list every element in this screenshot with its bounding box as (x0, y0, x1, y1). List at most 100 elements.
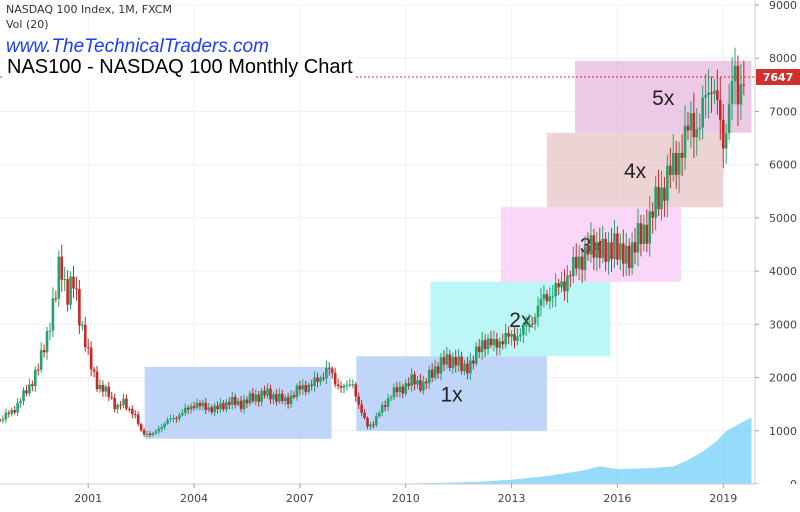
candle-body (727, 103, 731, 134)
candle-body (704, 95, 707, 98)
candle-body (275, 394, 278, 402)
candle-body (83, 324, 87, 348)
candle-body (380, 405, 384, 413)
candle-body (710, 92, 713, 94)
price-axis-bg (755, 0, 800, 512)
candle-body (621, 243, 625, 264)
candle-body (345, 384, 349, 386)
candle-body (22, 390, 25, 402)
candle-body (645, 224, 649, 244)
candle-body (31, 384, 34, 386)
candle-body (60, 256, 64, 280)
candle-body (433, 366, 437, 378)
candle-body (683, 125, 687, 158)
candle-body (36, 369, 40, 371)
price-axis: 0100020003000400050006000700080009000764… (754, 0, 800, 512)
candle-body (154, 431, 158, 434)
candle-body (660, 187, 663, 210)
candle-body (245, 399, 249, 404)
candle-body (133, 414, 137, 416)
candle-body (630, 242, 634, 269)
candle-body (598, 242, 602, 259)
candle-body (104, 386, 108, 392)
candle-body (248, 393, 252, 404)
candle-body (577, 256, 581, 269)
candle-body (422, 381, 425, 391)
candle-body (313, 377, 316, 386)
candle-body (180, 413, 184, 416)
candle-body (48, 330, 52, 332)
candle-body (207, 407, 211, 410)
candle-body (110, 397, 114, 399)
candle-body (604, 238, 607, 262)
candle-body (386, 398, 390, 407)
candle-body (707, 92, 710, 96)
candle-body (466, 363, 469, 374)
candle-body (204, 402, 208, 410)
candle-body (472, 360, 475, 364)
candle-body (157, 429, 161, 432)
candle-body (404, 383, 408, 394)
candle-body (448, 354, 452, 368)
candle-body (686, 125, 690, 131)
candle-body (566, 275, 569, 292)
candle-body (627, 245, 631, 269)
candle-body (425, 381, 428, 384)
time-tick-label: 2004 (180, 492, 208, 505)
candle-body (301, 385, 305, 390)
zone-box (356, 356, 547, 431)
candle-body (0, 420, 2, 422)
candle-body (730, 81, 734, 104)
candle-body (463, 363, 466, 372)
candle-body (516, 336, 519, 341)
candle-body (560, 281, 563, 288)
candle-body (289, 395, 293, 405)
candle-body (210, 407, 213, 413)
candle-body (474, 346, 478, 364)
candle-body (674, 153, 678, 175)
candle-body (107, 386, 111, 398)
candle-body (1, 419, 5, 421)
candle-body (519, 334, 522, 337)
candle-body (648, 211, 652, 244)
candle-body (186, 407, 190, 410)
candle-body (25, 390, 28, 394)
candle-body (539, 299, 543, 306)
candle-body (442, 357, 446, 365)
candle-body (524, 324, 528, 327)
candle-body (125, 398, 128, 409)
candle-body (395, 387, 399, 393)
candle-body (398, 386, 402, 393)
candle-body (545, 294, 549, 302)
candle-body (680, 152, 684, 158)
candle-body (372, 424, 375, 426)
candle-body (175, 417, 178, 419)
candle-body (7, 412, 11, 414)
candle-body (72, 276, 75, 289)
candle-body (586, 246, 590, 255)
candle-body (430, 369, 434, 378)
candle-body (28, 384, 31, 394)
price-tick-label: 9000 (769, 0, 797, 12)
candle-body (392, 387, 396, 398)
time-tick-label: 2019 (709, 492, 737, 505)
candle-body (357, 396, 360, 405)
candle-body (548, 296, 552, 302)
candle-body (383, 405, 387, 407)
candle-body (128, 408, 131, 410)
candle-body (739, 84, 743, 105)
candle-body (407, 383, 410, 386)
candle-body (39, 350, 43, 370)
candle-body (266, 388, 269, 396)
candle-body (624, 245, 628, 264)
candle-body (666, 165, 669, 201)
candle-body (557, 283, 560, 288)
candle-body (389, 397, 393, 399)
candle-body (351, 384, 355, 386)
candle-body (292, 395, 296, 398)
candle-body (42, 350, 46, 353)
candle-body (189, 406, 193, 410)
candle-body (16, 402, 19, 413)
candle-body (563, 281, 566, 292)
candle-body (592, 235, 596, 258)
